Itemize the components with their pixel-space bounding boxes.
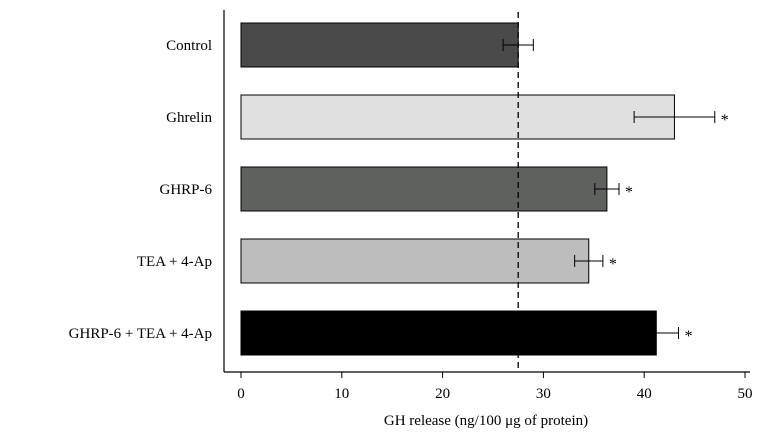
x-tick-label-1: 10 [334, 386, 349, 402]
category-label-2: GHRP-6 [159, 182, 212, 198]
x-tick-label-4: 40 [637, 386, 652, 402]
x-tick-label-3: 30 [536, 386, 551, 402]
x-tick-label-0: 0 [237, 386, 245, 402]
category-label-3: TEA + 4-Ap [137, 254, 212, 270]
bar-3 [240, 238, 590, 284]
bar-4 [240, 310, 657, 356]
category-labels-layer: Control Ghrelin GHRP-6 TEA + 4-Ap GHRP-6 + T… [69, 38, 213, 342]
category-label-0: Control [166, 38, 212, 54]
significance-mark-4: * [684, 328, 692, 345]
error-bars-layer: * * * * [502, 39, 729, 345]
x-tick-label-2: 20 [435, 386, 450, 402]
bar-1 [240, 94, 675, 140]
significance-mark-2: * [625, 184, 633, 201]
category-label-1: Ghrelin [166, 110, 212, 126]
category-label-4: GHRP-6 + TEA + 4-Ap [69, 326, 212, 342]
bar-2 [240, 166, 608, 212]
x-ticks-layer: 0 10 20 30 40 50 [237, 372, 753, 402]
axes-layer [223, 10, 750, 373]
x-axis-title: GH release (ng/100 μg of protein) [384, 413, 588, 429]
bars-layer [240, 22, 675, 356]
significance-mark-1: * [721, 112, 729, 129]
bar-0 [240, 22, 519, 68]
significance-mark-3: * [609, 256, 617, 273]
x-tick-label-5: 50 [738, 386, 753, 402]
